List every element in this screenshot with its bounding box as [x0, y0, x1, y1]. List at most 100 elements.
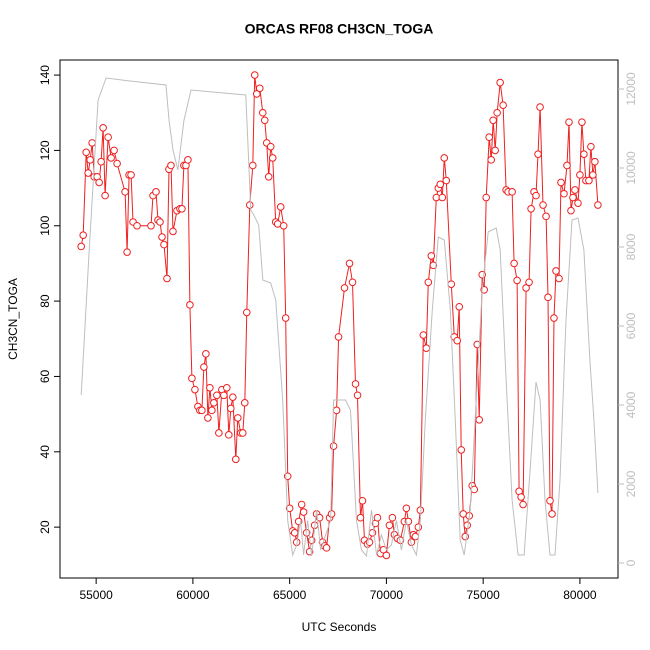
data-point	[279, 221, 288, 230]
data-point	[184, 156, 192, 164]
data-point	[191, 385, 199, 394]
data-point	[557, 178, 565, 187]
x-tick-label: 60000	[176, 588, 210, 602]
data-point	[248, 161, 257, 170]
data-point	[95, 178, 103, 187]
data-point	[258, 108, 267, 117]
data-point	[255, 84, 264, 93]
data-point	[578, 118, 586, 126]
y2-tick-label: 8000	[624, 233, 638, 260]
x-axis-label: UTC Seconds	[302, 620, 377, 634]
data-point	[110, 146, 118, 155]
data-point	[97, 157, 105, 166]
y2-tick-label: 4000	[624, 391, 638, 418]
data-point	[133, 221, 141, 230]
data-point	[491, 146, 499, 155]
data-point	[550, 314, 558, 322]
data-point	[563, 161, 571, 170]
data-point	[198, 406, 206, 415]
data-point	[79, 231, 87, 239]
x-tick-label: 70000	[370, 588, 404, 602]
y-tick-label: 100	[38, 215, 52, 235]
data-point	[186, 301, 194, 309]
data-point	[113, 159, 121, 168]
data-point	[107, 154, 115, 162]
data-point	[455, 302, 464, 311]
data-point	[297, 500, 306, 509]
y-tick-label: 140	[38, 65, 52, 85]
data-point	[220, 391, 228, 400]
data-point	[210, 399, 218, 407]
data-point	[489, 116, 497, 125]
series-line	[80, 77, 599, 558]
data-point	[580, 150, 588, 158]
y2-tick-label: 0	[624, 559, 638, 566]
data-point	[200, 363, 208, 371]
y2-tick-label: 12000	[624, 72, 638, 106]
data-point	[252, 90, 261, 98]
data-point	[532, 191, 540, 200]
data-point	[264, 172, 273, 181]
data-point	[493, 108, 501, 117]
data-point	[419, 331, 428, 339]
data-point	[266, 142, 275, 151]
x-tick-label: 75000	[466, 588, 500, 602]
y-tick-label: 60	[38, 369, 52, 383]
data-point	[127, 171, 135, 179]
data-point	[178, 205, 186, 213]
data-point	[358, 496, 367, 505]
data-point	[260, 116, 269, 125]
data-point	[373, 513, 382, 522]
data-point	[438, 193, 447, 202]
data-point	[594, 201, 602, 209]
data-point	[123, 248, 131, 256]
data-point	[77, 242, 85, 251]
data-point	[427, 252, 436, 260]
data-point	[527, 205, 535, 213]
data-point	[290, 528, 299, 537]
data-point	[457, 446, 466, 454]
data-point	[470, 485, 479, 494]
data-point	[229, 393, 237, 401]
y2-tick-label: 10000	[624, 151, 638, 185]
data-point	[348, 278, 357, 287]
data-point	[204, 414, 212, 422]
x-tick-label: 65000	[273, 588, 307, 602]
data-point	[447, 280, 456, 288]
data-point	[285, 504, 294, 513]
data-point	[539, 201, 547, 209]
data-point	[402, 504, 411, 513]
data-point	[587, 142, 595, 151]
data-point	[414, 523, 423, 531]
data-point	[365, 538, 374, 547]
data-point	[281, 314, 290, 322]
data-point	[536, 103, 544, 111]
data-point	[225, 431, 233, 439]
data-point	[206, 383, 214, 392]
data-point	[487, 156, 495, 164]
data-point	[382, 551, 391, 560]
data-point	[223, 383, 231, 392]
data-point	[475, 415, 484, 424]
data-point	[156, 218, 164, 226]
data-point	[167, 161, 175, 170]
data-point	[548, 510, 556, 518]
data-point	[565, 118, 573, 126]
data-point	[485, 133, 493, 142]
data-point	[99, 124, 107, 132]
x-tick-label: 55000	[79, 588, 113, 602]
data-point	[422, 344, 431, 352]
data-point	[574, 199, 582, 207]
data-point	[442, 176, 451, 185]
data-point	[240, 399, 249, 407]
data-point	[163, 274, 171, 283]
data-point	[215, 429, 223, 437]
data-point	[276, 203, 285, 211]
data-point	[496, 78, 504, 87]
data-point	[591, 157, 599, 166]
data-point	[322, 544, 331, 552]
data-point	[510, 259, 518, 268]
y-tick-label: 40	[38, 445, 52, 459]
